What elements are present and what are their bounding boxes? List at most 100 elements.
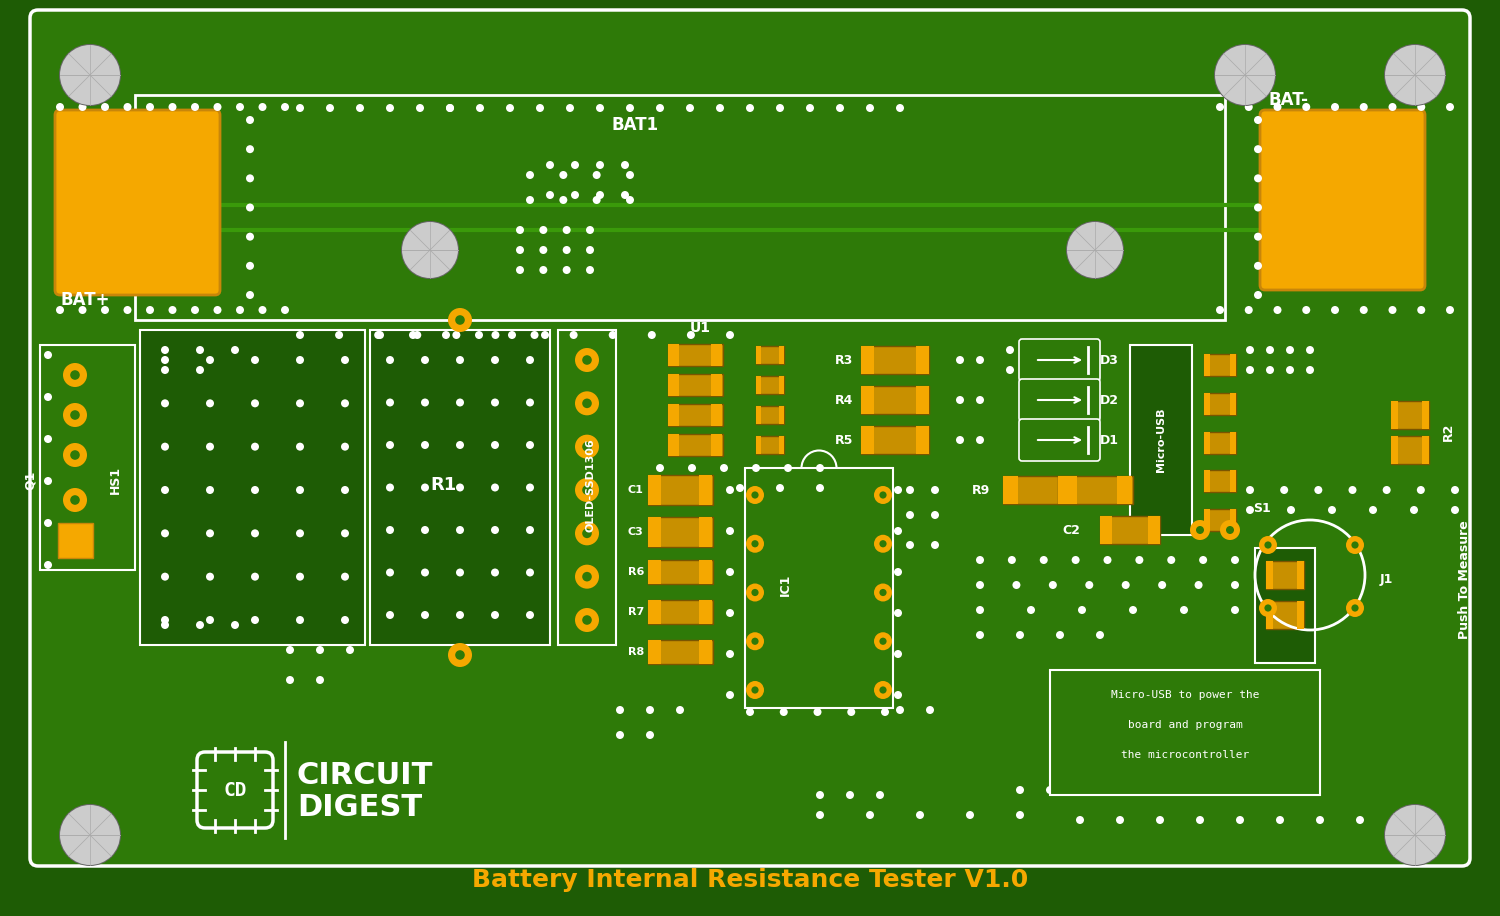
Circle shape [453,331,460,339]
Bar [861,346,928,374]
Circle shape [676,706,684,714]
Circle shape [874,681,892,699]
Circle shape [1026,346,1033,354]
Circle shape [258,306,267,314]
FancyBboxPatch shape [56,110,220,295]
Circle shape [526,171,534,179]
Bar [648,517,712,547]
Text: R1: R1 [430,476,456,494]
Circle shape [386,484,394,492]
Bar [1204,470,1210,492]
Circle shape [316,676,324,684]
Circle shape [874,583,892,602]
Circle shape [526,569,534,576]
Circle shape [1136,786,1144,794]
Circle shape [386,569,394,576]
Circle shape [526,441,534,449]
Circle shape [251,442,260,451]
Circle shape [1254,203,1262,212]
Circle shape [526,611,534,619]
Circle shape [582,616,592,625]
Circle shape [1258,599,1276,617]
Circle shape [160,529,170,538]
Circle shape [621,191,628,199]
Bar [756,376,760,394]
Circle shape [1016,811,1025,819]
Circle shape [586,246,594,254]
Circle shape [926,706,934,714]
Circle shape [526,526,534,534]
Bar [756,436,760,454]
Bar [756,376,784,394]
Bar [1390,436,1429,464]
Bar [1390,436,1398,464]
Circle shape [572,191,579,199]
Circle shape [446,104,454,112]
Circle shape [100,103,109,111]
Text: BAT+: BAT+ [60,291,110,309]
Circle shape [296,399,304,408]
Circle shape [402,222,457,278]
FancyBboxPatch shape [1019,339,1100,381]
Circle shape [456,611,464,619]
Bar [668,344,680,366]
Circle shape [746,104,754,112]
Text: the microcontroller: the microcontroller [1120,750,1250,760]
Circle shape [70,410,80,420]
Circle shape [206,616,214,624]
Circle shape [58,804,122,866]
Circle shape [400,221,459,279]
Text: Micro-USB to power the: Micro-USB to power the [1110,690,1260,700]
Circle shape [1264,541,1272,549]
Bar [1230,509,1236,531]
Bar [699,475,712,505]
Circle shape [1254,116,1262,124]
Bar [648,600,712,624]
Circle shape [63,363,87,387]
Circle shape [1384,44,1446,106]
Circle shape [1384,45,1444,105]
Circle shape [1040,556,1047,564]
Circle shape [1254,145,1262,153]
Circle shape [190,306,200,314]
Circle shape [688,464,696,472]
Circle shape [906,511,914,519]
Text: C3: C3 [628,527,644,537]
Text: R7: R7 [628,607,645,617]
Circle shape [456,484,464,492]
Circle shape [196,621,204,629]
Circle shape [874,535,892,552]
Text: U1: U1 [690,321,711,335]
Circle shape [146,306,154,314]
Circle shape [846,791,853,799]
Circle shape [386,526,394,534]
Circle shape [1418,306,1425,314]
Bar [699,600,712,624]
Circle shape [1246,486,1254,494]
Circle shape [609,331,616,339]
Text: R5: R5 [836,433,854,446]
Circle shape [456,526,464,534]
Circle shape [976,556,984,564]
Circle shape [574,564,598,589]
Circle shape [1330,306,1340,314]
Circle shape [626,196,634,204]
Text: CIRCUIT: CIRCUIT [297,761,433,791]
Bar [778,376,784,394]
Circle shape [340,529,350,538]
Bar [1130,345,1192,535]
Circle shape [526,398,534,407]
Bar [668,404,723,426]
Circle shape [746,583,764,602]
Circle shape [44,435,52,443]
Circle shape [160,486,170,494]
Circle shape [1046,346,1054,354]
Circle shape [879,686,886,693]
Circle shape [1286,346,1294,354]
Circle shape [1254,291,1262,299]
Circle shape [206,529,214,538]
Circle shape [1330,103,1340,111]
Circle shape [574,435,598,459]
Bar [778,406,784,424]
Bar [58,523,93,558]
